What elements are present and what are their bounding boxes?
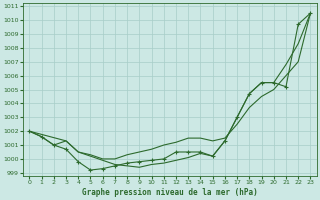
X-axis label: Graphe pression niveau de la mer (hPa): Graphe pression niveau de la mer (hPa)	[82, 188, 258, 197]
